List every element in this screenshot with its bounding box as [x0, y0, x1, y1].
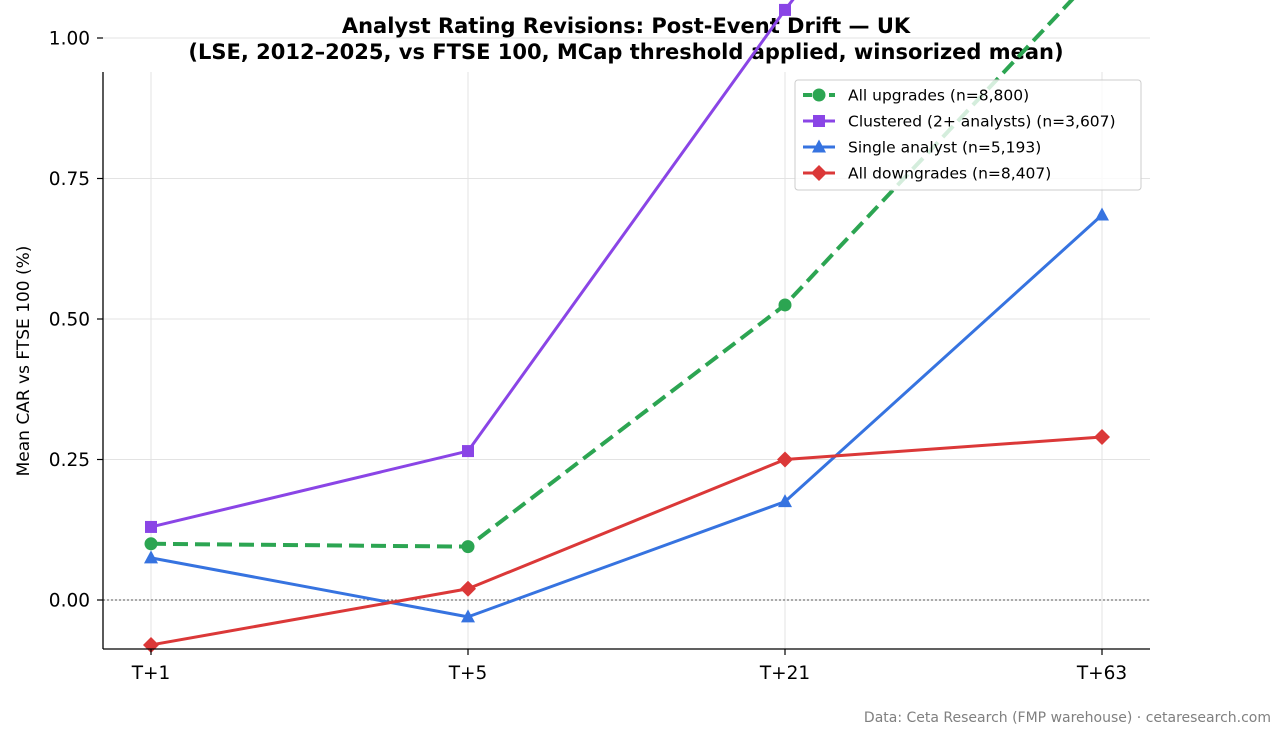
legend-marker [812, 88, 826, 102]
data-point [461, 609, 475, 623]
y-tick-label: 0.75 [49, 169, 90, 190]
data-point [1095, 207, 1109, 221]
x-tick-label: T+5 [448, 663, 488, 684]
data-point [778, 494, 792, 508]
chart-subtitle: (LSE, 2012–2025, vs FTSE 100, MCap thres… [188, 40, 1063, 64]
legend: All upgrades (n=8,800) Clustered (2+ anal… [794, 79, 1142, 191]
grid [103, 37, 1150, 649]
y-axis-label: Mean CAR vs FTSE 100 (%) [14, 246, 34, 477]
data-point [144, 537, 158, 551]
legend-label: Clustered (2+ analysts) (n=3,607) [848, 113, 1116, 131]
y-tick-label: 0.00 [49, 591, 90, 612]
legend-marker [811, 165, 827, 181]
legend-marker [812, 139, 826, 153]
legend-label: Single analyst (n=5,193) [848, 139, 1041, 157]
data-point [462, 445, 474, 458]
x-tick-label: T+63 [1076, 663, 1127, 684]
data-point [460, 580, 476, 597]
data-point [461, 540, 475, 554]
data-point [144, 550, 158, 564]
data-point [779, 3, 791, 16]
data-point [1094, 429, 1110, 446]
legend-label: All upgrades (n=8,800) [848, 87, 1029, 105]
y-ticks: 0.000.250.500.751.001.251.501.75 [49, 29, 103, 612]
series-line [150, 435, 1103, 647]
data-point [145, 520, 157, 533]
data-point [778, 298, 792, 312]
source-note: Data: Ceta Research (FMP warehouse) · ce… [864, 710, 1271, 726]
y-tick-label: 0.50 [49, 310, 90, 331]
x-ticks: T+1 T+5 T+21 T+63 [131, 649, 1127, 684]
series-line [150, 0, 795, 529]
series-line [150, 213, 1104, 619]
y-tick-label: 0.25 [49, 450, 90, 471]
legend-marker [813, 115, 825, 127]
x-tick-label: T+1 [131, 663, 171, 684]
chart-title: Analyst Rating Revisions: Post-Event Dri… [342, 14, 911, 38]
data-point [777, 451, 793, 468]
y-tick-label: 1.00 [49, 29, 90, 50]
legend-label: All downgrades (n=8,407) [848, 165, 1051, 183]
legend-frame [794, 79, 1142, 191]
x-tick-label: T+21 [759, 663, 810, 684]
